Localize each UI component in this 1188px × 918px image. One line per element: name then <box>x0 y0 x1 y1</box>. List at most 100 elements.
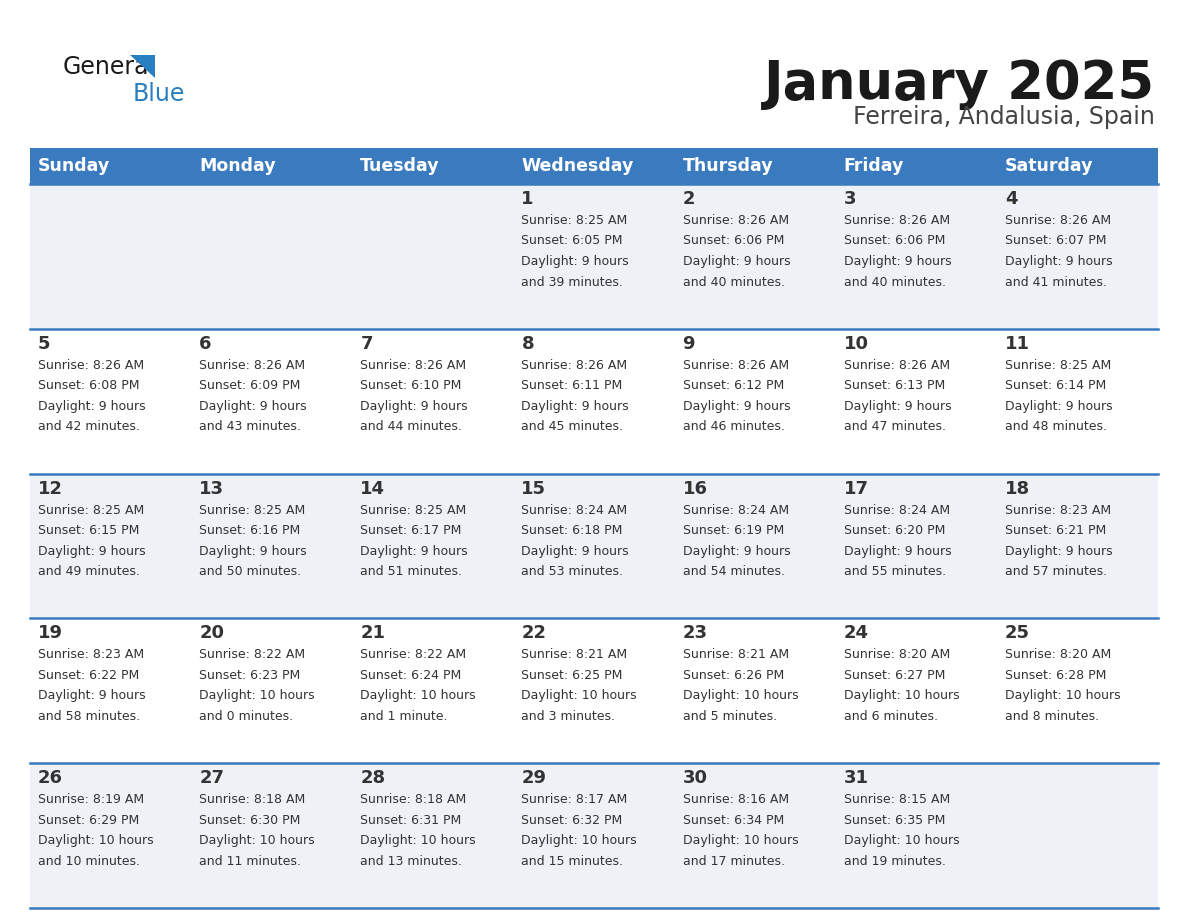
Text: Daylight: 9 hours: Daylight: 9 hours <box>843 400 952 413</box>
Text: and 50 minutes.: and 50 minutes. <box>200 565 302 578</box>
Text: Daylight: 9 hours: Daylight: 9 hours <box>38 689 146 702</box>
Text: Sunrise: 8:25 AM: Sunrise: 8:25 AM <box>360 504 467 517</box>
Text: 20: 20 <box>200 624 225 643</box>
Text: Sunrise: 8:18 AM: Sunrise: 8:18 AM <box>200 793 305 806</box>
Text: Sunset: 6:23 PM: Sunset: 6:23 PM <box>200 669 301 682</box>
Text: Sunrise: 8:26 AM: Sunrise: 8:26 AM <box>843 359 950 372</box>
Text: Daylight: 9 hours: Daylight: 9 hours <box>1005 255 1112 268</box>
Text: and 1 minute.: and 1 minute. <box>360 710 448 722</box>
Text: Sunset: 6:08 PM: Sunset: 6:08 PM <box>38 379 139 392</box>
Text: Ferreira, Andalusia, Spain: Ferreira, Andalusia, Spain <box>853 105 1155 129</box>
Text: Daylight: 10 hours: Daylight: 10 hours <box>200 834 315 847</box>
Text: Daylight: 10 hours: Daylight: 10 hours <box>522 689 637 702</box>
Text: Sunset: 6:14 PM: Sunset: 6:14 PM <box>1005 379 1106 392</box>
Text: and 47 minutes.: and 47 minutes. <box>843 420 946 433</box>
Text: Sunset: 6:24 PM: Sunset: 6:24 PM <box>360 669 461 682</box>
Text: 19: 19 <box>38 624 63 643</box>
Text: 5: 5 <box>38 335 51 353</box>
Text: and 17 minutes.: and 17 minutes. <box>683 855 784 868</box>
Text: Sunrise: 8:23 AM: Sunrise: 8:23 AM <box>1005 504 1111 517</box>
Text: Daylight: 10 hours: Daylight: 10 hours <box>522 834 637 847</box>
Text: Sunrise: 8:23 AM: Sunrise: 8:23 AM <box>38 648 144 661</box>
Text: and 44 minutes.: and 44 minutes. <box>360 420 462 433</box>
Text: and 40 minutes.: and 40 minutes. <box>843 275 946 288</box>
Text: 10: 10 <box>843 335 868 353</box>
Text: Sunrise: 8:19 AM: Sunrise: 8:19 AM <box>38 793 144 806</box>
Text: and 10 minutes.: and 10 minutes. <box>38 855 140 868</box>
Text: General: General <box>63 55 156 79</box>
Text: 23: 23 <box>683 624 708 643</box>
Polygon shape <box>129 55 154 78</box>
Text: Sunrise: 8:26 AM: Sunrise: 8:26 AM <box>683 214 789 227</box>
Text: 27: 27 <box>200 769 225 788</box>
Text: Sunset: 6:05 PM: Sunset: 6:05 PM <box>522 234 623 248</box>
Text: and 6 minutes.: and 6 minutes. <box>843 710 937 722</box>
Text: 9: 9 <box>683 335 695 353</box>
Text: 15: 15 <box>522 479 546 498</box>
Text: and 51 minutes.: and 51 minutes. <box>360 565 462 578</box>
Text: and 15 minutes.: and 15 minutes. <box>522 855 624 868</box>
Text: Daylight: 10 hours: Daylight: 10 hours <box>360 834 476 847</box>
Text: Daylight: 10 hours: Daylight: 10 hours <box>1005 689 1120 702</box>
Text: Sunrise: 8:21 AM: Sunrise: 8:21 AM <box>683 648 789 661</box>
Text: Blue: Blue <box>133 82 185 106</box>
Text: 4: 4 <box>1005 190 1017 208</box>
Text: Sunrise: 8:20 AM: Sunrise: 8:20 AM <box>1005 648 1111 661</box>
Text: Sunset: 6:09 PM: Sunset: 6:09 PM <box>200 379 301 392</box>
Text: Daylight: 10 hours: Daylight: 10 hours <box>843 834 960 847</box>
Text: Sunset: 6:10 PM: Sunset: 6:10 PM <box>360 379 462 392</box>
Text: 29: 29 <box>522 769 546 788</box>
Text: and 11 minutes.: and 11 minutes. <box>200 855 301 868</box>
Text: 30: 30 <box>683 769 708 788</box>
Text: and 58 minutes.: and 58 minutes. <box>38 710 140 722</box>
Text: Friday: Friday <box>843 157 904 175</box>
Text: Sunrise: 8:26 AM: Sunrise: 8:26 AM <box>683 359 789 372</box>
Text: Daylight: 9 hours: Daylight: 9 hours <box>200 400 307 413</box>
Text: Daylight: 9 hours: Daylight: 9 hours <box>38 400 146 413</box>
Text: Sunset: 6:13 PM: Sunset: 6:13 PM <box>843 379 944 392</box>
Text: Sunrise: 8:17 AM: Sunrise: 8:17 AM <box>522 793 627 806</box>
Text: Sunrise: 8:25 AM: Sunrise: 8:25 AM <box>1005 359 1111 372</box>
Bar <box>30 474 1158 619</box>
Text: Daylight: 9 hours: Daylight: 9 hours <box>522 544 630 557</box>
Text: Daylight: 9 hours: Daylight: 9 hours <box>522 255 630 268</box>
Text: Sunrise: 8:15 AM: Sunrise: 8:15 AM <box>843 793 950 806</box>
Text: Daylight: 9 hours: Daylight: 9 hours <box>843 255 952 268</box>
Text: 12: 12 <box>38 479 63 498</box>
Text: and 46 minutes.: and 46 minutes. <box>683 420 784 433</box>
Text: and 0 minutes.: and 0 minutes. <box>200 710 293 722</box>
Text: Daylight: 9 hours: Daylight: 9 hours <box>683 400 790 413</box>
Text: Daylight: 9 hours: Daylight: 9 hours <box>360 400 468 413</box>
Text: and 42 minutes.: and 42 minutes. <box>38 420 140 433</box>
Text: Sunrise: 8:20 AM: Sunrise: 8:20 AM <box>843 648 950 661</box>
Text: 11: 11 <box>1005 335 1030 353</box>
Bar <box>30 184 1158 329</box>
Text: 22: 22 <box>522 624 546 643</box>
Text: and 43 minutes.: and 43 minutes. <box>200 420 301 433</box>
Text: and 54 minutes.: and 54 minutes. <box>683 565 784 578</box>
Text: and 41 minutes.: and 41 minutes. <box>1005 275 1107 288</box>
Text: Sunset: 6:30 PM: Sunset: 6:30 PM <box>200 813 301 827</box>
Text: Sunset: 6:21 PM: Sunset: 6:21 PM <box>1005 524 1106 537</box>
Text: and 39 minutes.: and 39 minutes. <box>522 275 624 288</box>
Text: Sunset: 6:28 PM: Sunset: 6:28 PM <box>1005 669 1106 682</box>
Text: Daylight: 9 hours: Daylight: 9 hours <box>683 255 790 268</box>
Text: Sunset: 6:20 PM: Sunset: 6:20 PM <box>843 524 946 537</box>
Text: 21: 21 <box>360 624 385 643</box>
Text: 31: 31 <box>843 769 868 788</box>
Text: and 49 minutes.: and 49 minutes. <box>38 565 140 578</box>
Text: Daylight: 10 hours: Daylight: 10 hours <box>683 689 798 702</box>
Text: 14: 14 <box>360 479 385 498</box>
Text: Daylight: 9 hours: Daylight: 9 hours <box>683 544 790 557</box>
Text: Sunrise: 8:26 AM: Sunrise: 8:26 AM <box>360 359 467 372</box>
Text: and 19 minutes.: and 19 minutes. <box>843 855 946 868</box>
Text: 2: 2 <box>683 190 695 208</box>
Text: 8: 8 <box>522 335 535 353</box>
Text: Sunrise: 8:24 AM: Sunrise: 8:24 AM <box>522 504 627 517</box>
Text: Sunrise: 8:22 AM: Sunrise: 8:22 AM <box>200 648 305 661</box>
Text: 6: 6 <box>200 335 211 353</box>
Text: and 57 minutes.: and 57 minutes. <box>1005 565 1107 578</box>
Text: Saturday: Saturday <box>1005 157 1093 175</box>
Text: and 40 minutes.: and 40 minutes. <box>683 275 784 288</box>
Bar <box>30 619 1158 763</box>
